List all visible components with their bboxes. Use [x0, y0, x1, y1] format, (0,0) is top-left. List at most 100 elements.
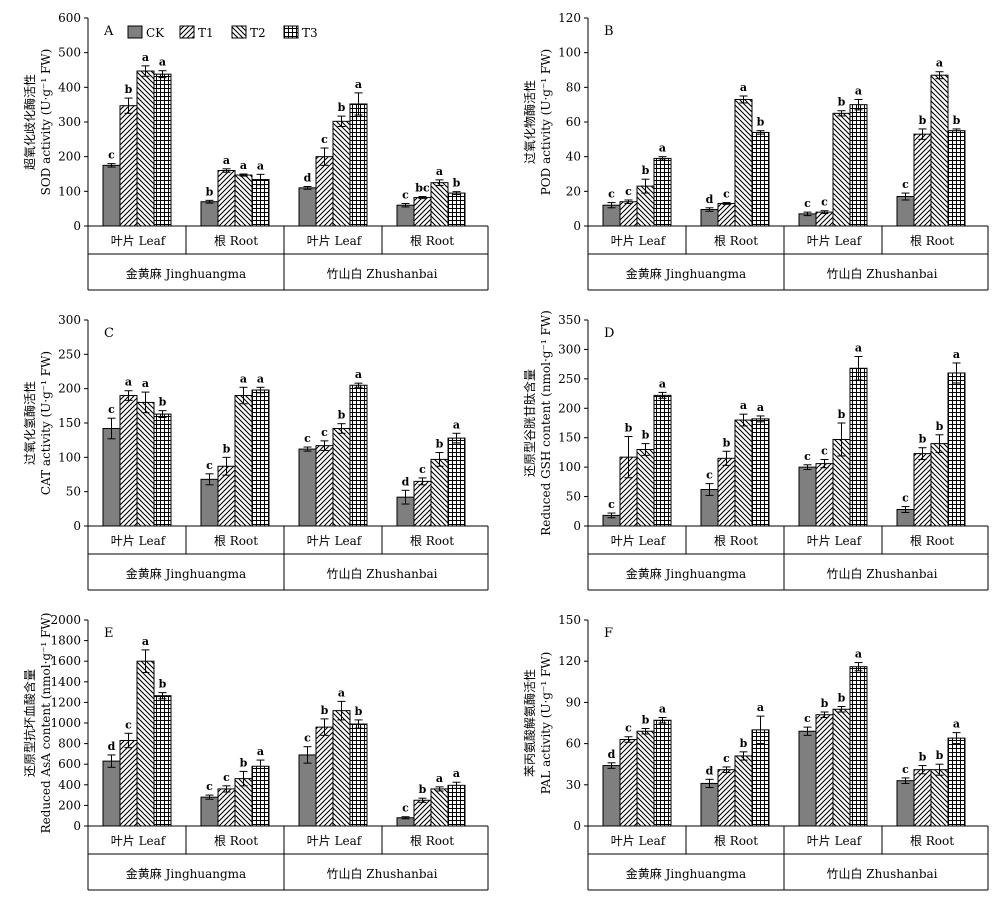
significance-letter: c	[804, 197, 811, 210]
bar	[200, 478, 219, 527]
significance-letter: b	[838, 408, 846, 421]
significance-letter: c	[821, 444, 828, 457]
y-tick-label: 600	[58, 11, 81, 25]
cultivar-label: 金黄麻 Jinghuangma	[626, 566, 746, 581]
bar	[349, 723, 368, 827]
y-tick-label: 1800	[50, 634, 81, 648]
y-label-en: PAL activity (U·g⁻¹ FW)	[539, 652, 553, 795]
significance-letter: a	[659, 142, 666, 155]
significance-letter: b	[838, 96, 846, 109]
y-tick-label: 1600	[50, 654, 81, 668]
significance-letter: d	[304, 171, 312, 184]
group-label: 根 Root	[714, 834, 758, 848]
y-label-cn: 还原型谷胱甘肽含量	[522, 369, 537, 477]
significance-letter: c	[304, 732, 311, 745]
bar	[734, 755, 753, 827]
significance-letter: d	[108, 740, 116, 753]
y-axis-title: 苯丙氨酸解氨酶活性 PAL activity (U·g⁻¹ FW)	[522, 652, 553, 795]
bar	[815, 463, 834, 527]
y-tick-label: 400	[58, 778, 81, 792]
significance-letter: b	[757, 116, 765, 129]
bar	[119, 395, 138, 527]
y-tick-label: 100	[58, 184, 81, 198]
significance-letter: b	[338, 409, 346, 422]
bar	[602, 204, 621, 227]
significance-letter: a	[936, 57, 943, 70]
bar	[700, 209, 719, 227]
bar	[153, 695, 172, 827]
legend: CK T1 T2 T3	[127, 25, 318, 40]
y-axis-title: 还原型抗坏血酸含量 Reduced AsA content (nmol·g⁻¹ F…	[22, 613, 53, 834]
cultivar-label: 竹山白 Zhushanbai	[326, 566, 437, 581]
bar	[751, 418, 770, 527]
group-label: 叶片 Leaf	[111, 834, 167, 848]
y-tick-label: 30	[566, 778, 581, 792]
bar	[430, 182, 449, 227]
y-tick-label: 0	[73, 219, 81, 233]
panel-E: 0 200 400 600 800 1000 1200 1400 1600 1800 2000 叶片 …	[22, 613, 489, 891]
significance-letter: c	[723, 188, 730, 201]
y-tick-label: 120	[558, 11, 581, 25]
y-label-en: Reduced AsA content (nmol·g⁻¹ FW)	[39, 613, 53, 834]
group-label: 叶片 Leaf	[611, 534, 667, 548]
panel-letter: D	[604, 326, 614, 341]
bar	[619, 201, 638, 227]
bar	[717, 769, 736, 827]
panel-letter: B	[604, 24, 614, 39]
bar	[349, 103, 368, 227]
significance-letter: a	[436, 772, 443, 785]
significance-letter: c	[706, 469, 713, 482]
bar	[734, 98, 753, 227]
legend-swatch	[127, 25, 143, 39]
y-tick-label: 1400	[50, 675, 81, 689]
significance-letter: c	[625, 722, 632, 735]
y-tick-label: 100	[558, 46, 581, 60]
significance-letter: a	[257, 745, 264, 758]
bar	[751, 131, 770, 227]
panel-C: 0 50 100 150 200 250 300 叶片 Leaf 根 Root 叶片 Leaf 根 …	[22, 313, 489, 591]
significance-letter: b	[821, 697, 829, 710]
significance-letter: b	[936, 420, 944, 433]
y-tick-label: 0	[73, 819, 81, 833]
significance-letter: a	[355, 78, 362, 91]
y-label-cn: 苯丙氨酸解氨酶活性	[522, 669, 537, 777]
bar	[717, 457, 736, 527]
bar	[896, 780, 915, 827]
bar	[636, 448, 655, 527]
significance-letter: b	[625, 422, 633, 435]
y-tick-label: 250	[558, 372, 581, 386]
bar	[102, 760, 121, 827]
bar	[636, 730, 655, 827]
significance-letter: d	[608, 748, 616, 761]
y-tick-label: 200	[58, 382, 81, 396]
significance-letter: d	[706, 193, 714, 206]
y-tick-label: 300	[558, 342, 581, 356]
significance-letter: b	[125, 83, 133, 96]
y-tick-label: 150	[58, 416, 81, 430]
significance-letter: a	[855, 84, 862, 97]
bar	[298, 448, 317, 527]
group-label: 根 Root	[214, 234, 258, 248]
y-tick-label: 800	[58, 737, 81, 751]
y-label-en: CAT activity (U·g⁻¹ FW)	[39, 351, 53, 495]
significance-letter: b	[419, 783, 427, 796]
significance-letter: a	[142, 51, 149, 64]
bar	[119, 105, 138, 227]
significance-letter: a	[355, 368, 362, 381]
legend-label: T3	[302, 26, 318, 40]
y-tick-label: 0	[73, 519, 81, 533]
significance-letter: a	[953, 718, 960, 731]
bar	[815, 211, 834, 227]
significance-letter: b	[223, 442, 231, 455]
significance-letter: c	[625, 185, 632, 198]
significance-letter: c	[902, 492, 909, 505]
panel-B: 0 20 40 60 80 100 120 叶片 Leaf 根 Root 叶片 Leaf 根 Roo…	[522, 11, 989, 291]
significance-letter: a	[740, 81, 747, 94]
significance-letter: b	[159, 678, 167, 691]
bar	[332, 120, 351, 227]
bar	[751, 729, 770, 827]
significance-letter: b	[953, 114, 961, 127]
significance-letter: b	[936, 749, 944, 762]
significance-letter: a	[125, 376, 132, 389]
y-tick-label: 2000	[50, 613, 81, 627]
